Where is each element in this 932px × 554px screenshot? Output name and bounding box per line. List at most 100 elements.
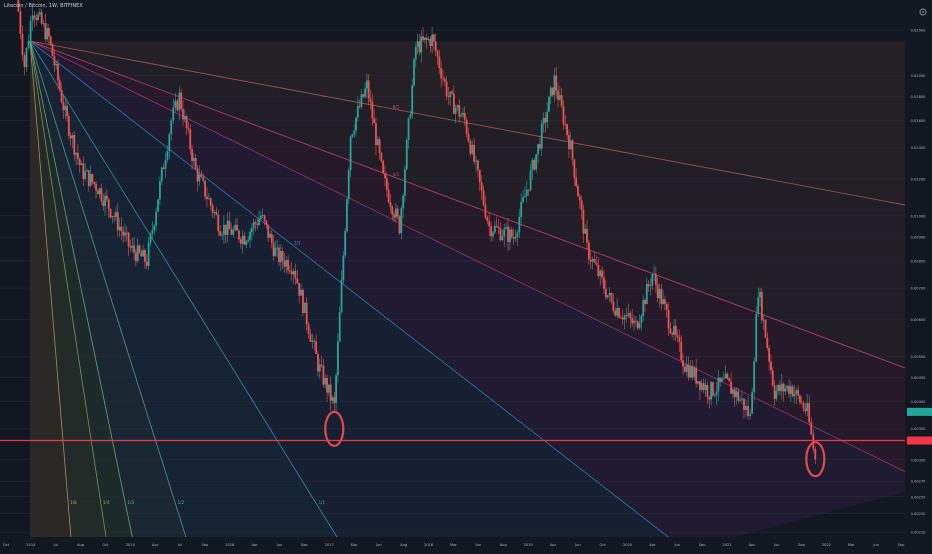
candle-body bbox=[298, 283, 301, 296]
candle-body bbox=[324, 377, 327, 385]
candle-body bbox=[621, 317, 624, 320]
candle-body bbox=[625, 315, 628, 317]
candle-body bbox=[682, 360, 684, 367]
candle-body bbox=[480, 182, 483, 191]
y-tick-label: 0.00400 bbox=[911, 400, 927, 404]
candle-body bbox=[230, 229, 233, 235]
candle-body bbox=[548, 96, 550, 112]
candle-body bbox=[120, 226, 123, 232]
candle-body bbox=[96, 190, 99, 195]
candle-body bbox=[129, 246, 132, 248]
candle-body bbox=[102, 201, 105, 207]
candle-body bbox=[665, 303, 668, 310]
y-tick-label: 0.01800 bbox=[911, 95, 927, 99]
candle-body bbox=[44, 23, 47, 40]
price-badge bbox=[907, 407, 932, 416]
candle-body bbox=[38, 12, 41, 15]
candle-body bbox=[629, 313, 632, 319]
x-tick-label: Jul bbox=[177, 543, 182, 547]
candle-body bbox=[735, 391, 738, 398]
y-tick-label: 0.00450 bbox=[911, 376, 927, 380]
candle-body bbox=[589, 259, 592, 262]
candle-body bbox=[192, 157, 195, 162]
candle-body bbox=[369, 98, 372, 102]
candle-body bbox=[305, 302, 308, 325]
candle-body bbox=[726, 373, 729, 379]
candle-body bbox=[243, 235, 246, 245]
candle-body bbox=[610, 293, 613, 302]
candle-body bbox=[443, 78, 446, 82]
candle-body bbox=[806, 403, 809, 412]
candle-body bbox=[252, 222, 255, 229]
candle-body bbox=[710, 382, 713, 400]
candle-body bbox=[743, 398, 745, 410]
candle-body bbox=[689, 365, 692, 378]
y-tick-label: 0.00500 bbox=[911, 355, 927, 359]
candle-body bbox=[797, 390, 800, 396]
candle-body bbox=[385, 177, 388, 190]
candle-body bbox=[398, 216, 401, 234]
candle-body bbox=[276, 247, 279, 249]
candle-body bbox=[331, 397, 334, 401]
candle-body bbox=[687, 364, 690, 378]
candle-body bbox=[382, 160, 385, 174]
candle-body bbox=[249, 231, 251, 240]
candle-body bbox=[737, 391, 740, 401]
candle-body bbox=[601, 270, 603, 278]
candle-body bbox=[365, 80, 368, 89]
candle-body bbox=[662, 299, 665, 304]
candle-body bbox=[302, 289, 304, 313]
candle-body bbox=[355, 117, 357, 131]
candle-body bbox=[105, 195, 108, 200]
candle-body bbox=[799, 395, 801, 403]
x-tick-label: Oct bbox=[600, 543, 607, 547]
candle-body bbox=[693, 367, 696, 378]
candle-body bbox=[166, 150, 169, 160]
candle-body bbox=[138, 245, 141, 253]
candle-body bbox=[539, 144, 541, 149]
gear-icon[interactable] bbox=[918, 2, 928, 16]
candle-body bbox=[537, 144, 540, 155]
candle-body bbox=[333, 397, 336, 403]
candle-body bbox=[717, 377, 720, 392]
candle-body bbox=[260, 215, 262, 219]
candle-body bbox=[768, 347, 771, 362]
candle-body bbox=[371, 101, 374, 119]
candle-body bbox=[651, 274, 654, 286]
candle-body bbox=[584, 228, 587, 234]
candle-body bbox=[287, 260, 289, 271]
candle-body bbox=[283, 260, 286, 267]
candle-body bbox=[588, 242, 590, 260]
candle-body bbox=[57, 63, 59, 81]
candle-body bbox=[495, 225, 498, 227]
candle-body bbox=[86, 170, 88, 172]
y-tick-label: 0.02000 bbox=[911, 74, 927, 78]
candle-body bbox=[619, 317, 622, 319]
candle-body bbox=[407, 118, 410, 140]
candle-body bbox=[380, 152, 383, 161]
candle-body bbox=[185, 116, 188, 128]
candle-body bbox=[595, 262, 598, 265]
candle-body bbox=[198, 174, 201, 182]
candle-body bbox=[245, 241, 248, 245]
candle-body bbox=[124, 232, 126, 236]
candle-body bbox=[53, 56, 56, 66]
candle-body bbox=[58, 80, 61, 90]
x-tick-label: Apr bbox=[550, 543, 557, 547]
candle-body bbox=[296, 278, 299, 284]
candle-body bbox=[340, 280, 343, 313]
candle-body bbox=[695, 367, 698, 384]
candle-body bbox=[189, 129, 192, 149]
candle-body bbox=[75, 152, 77, 155]
candle-body bbox=[127, 232, 130, 247]
x-tick-label: Sep bbox=[301, 543, 308, 547]
fan-line-label: 8/1 bbox=[393, 105, 400, 110]
candle-body bbox=[49, 36, 52, 45]
x-tick-label: Oct bbox=[102, 543, 109, 547]
candle-body bbox=[84, 171, 87, 179]
candle-body bbox=[62, 102, 65, 111]
candle-body bbox=[510, 229, 513, 238]
candle-body bbox=[182, 109, 184, 120]
